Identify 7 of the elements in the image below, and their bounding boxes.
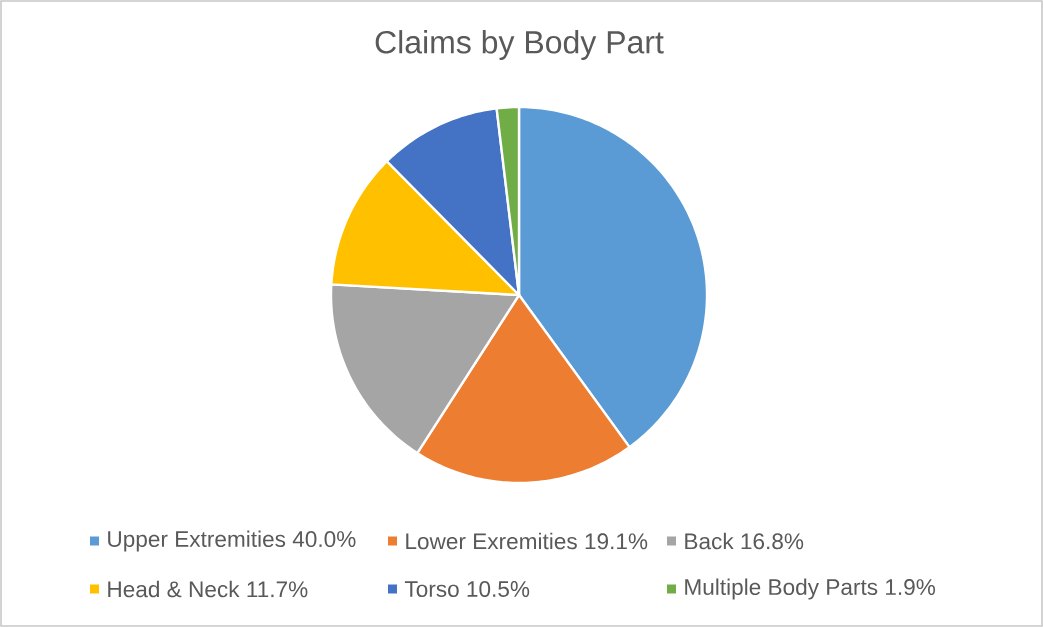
legend-label: Upper Extremities 40.0% [108,530,356,552]
legend-label: Back 16.8% [685,532,804,550]
chart-title: Claims by Body Part [375,30,664,60]
legend-label: Lower Exremities 19.1% [406,532,648,550]
legend-label: Multiple Body Parts 1.9% [685,578,936,600]
legend-label: Torso 10.5% [404,581,530,597]
legend-label: Head & Neck 11.7% [108,580,308,598]
